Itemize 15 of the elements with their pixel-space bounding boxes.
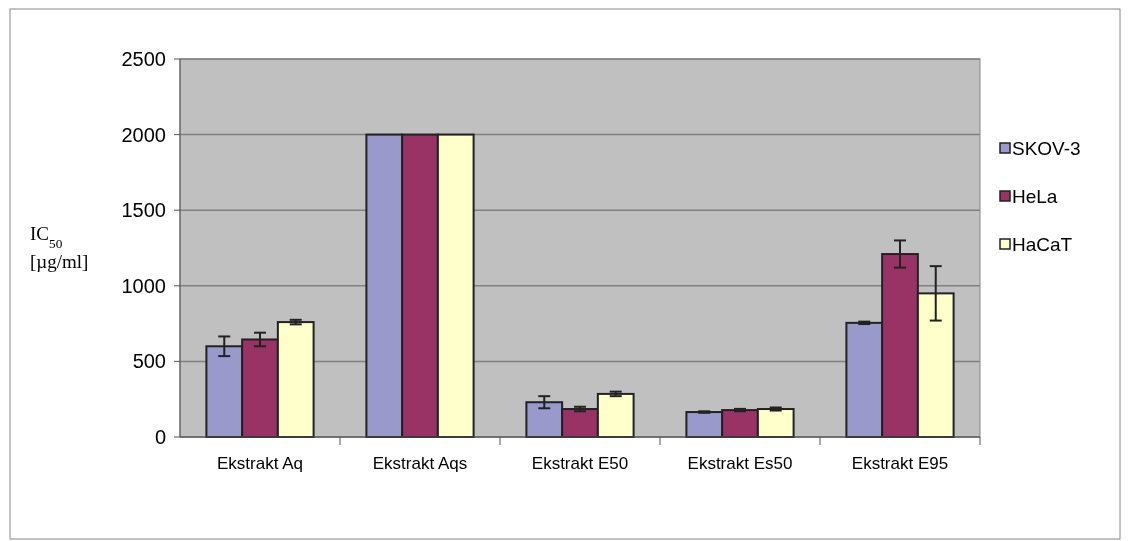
y-tick-label: 2500 (121, 48, 166, 70)
y-tick-label: 1000 (121, 274, 166, 297)
x-tick-label: Ekstrakt E95 (851, 454, 949, 473)
legend-label: HaCaT (1012, 233, 1073, 255)
x-tick-label: Ekstrakt Es50 (687, 454, 793, 473)
legend-label: SKOV-3 (1012, 137, 1081, 159)
y-axis-title: IC$_{50}$ [µg/ml] (30, 223, 89, 272)
x-tick-label: Ekstrakt Aq (217, 454, 303, 473)
y-tick-label: 0 (154, 426, 166, 448)
legend-label: HeLa (1012, 185, 1058, 207)
y-tick-label: 2000 (121, 123, 166, 146)
y-tick-label: 500 (132, 350, 166, 373)
x-tick-label: Ekstrakt Aqs (372, 454, 468, 473)
x-tick-label: Ekstrakt E50 (531, 454, 629, 473)
y-tick-label: 1500 (121, 199, 166, 222)
